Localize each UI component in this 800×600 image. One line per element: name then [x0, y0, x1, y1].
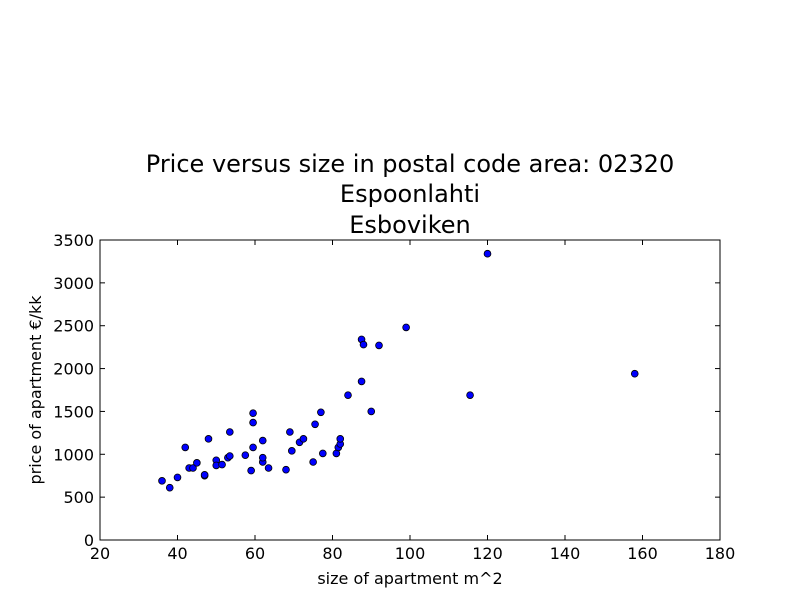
- scatter-point: [258, 436, 267, 445]
- x-tick-label: 60: [245, 544, 265, 563]
- scatter-point: [226, 428, 234, 436]
- scatter-point: [173, 473, 182, 482]
- scatter-point: [336, 435, 345, 443]
- scatter-point: [218, 460, 226, 469]
- scatter-point: [317, 408, 325, 417]
- scatter-point: [247, 466, 255, 475]
- scatter-point: [204, 435, 213, 443]
- scatter-point: [319, 449, 327, 458]
- y-tick-label: 0: [84, 531, 94, 550]
- x-axis-label: size of apartment m^2: [317, 569, 502, 588]
- scatter-point: [249, 409, 257, 417]
- scatter-point: [630, 369, 639, 378]
- y-tick-label: 1000: [53, 445, 94, 464]
- scatter-point: [241, 451, 250, 459]
- y-tick-label: 500: [63, 488, 94, 507]
- y-tick-label: 2500: [53, 317, 94, 336]
- scatter-point: [286, 428, 294, 436]
- x-tick-label: 140: [550, 544, 581, 563]
- scatter-point: [359, 340, 368, 349]
- scatter-point: [483, 249, 492, 258]
- scatter-point: [299, 435, 308, 443]
- scatter-point: [258, 453, 267, 462]
- chart-title-line-3: Esboviken: [349, 211, 470, 239]
- scatter-point: [158, 477, 166, 485]
- x-tick-label: 120: [472, 544, 503, 563]
- y-tick-label: 2000: [53, 360, 94, 379]
- plot-area: 20 40 60 80 100 120 140 160 180 0 500 1000 1500 2000 2…: [53, 231, 735, 563]
- scatter-point: [264, 464, 273, 472]
- scatter-point: [193, 459, 201, 467]
- scatter-point: [189, 464, 197, 472]
- y-tick-label: 3500: [53, 231, 94, 250]
- x-tick-label: 80: [322, 544, 342, 563]
- scatter-point: [165, 483, 174, 492]
- chart-title-line-1: Price versus size in postal code area: 0…: [146, 150, 674, 178]
- x-tick-label: 40: [167, 544, 187, 563]
- x-tick-label: 180: [705, 544, 736, 563]
- y-tick-label: 3000: [53, 274, 94, 293]
- y-axis-label: price of apartment €/kk: [26, 295, 45, 485]
- scatter-point: [288, 447, 296, 455]
- plot-frame: [99, 239, 721, 541]
- scatter-point: [249, 443, 257, 452]
- scatter-point: [466, 391, 474, 399]
- scatter-point: [309, 458, 317, 466]
- x-tick-label: 160: [627, 544, 658, 563]
- scatter-point: [200, 471, 209, 479]
- scatter-point: [344, 391, 352, 399]
- x-tick-label: 100: [395, 544, 426, 563]
- chart-title-line-2: Espoonlahti: [340, 180, 480, 208]
- scatter-point: [375, 341, 383, 350]
- scatter-point: [226, 452, 234, 460]
- scatter-point: [357, 377, 366, 386]
- scatter-point: [367, 407, 376, 416]
- scatter-point: [402, 323, 410, 332]
- scatter-point: [249, 418, 257, 427]
- scatter-point: [282, 465, 290, 474]
- scatter-point: [181, 443, 190, 452]
- x-tick-label: 20: [90, 544, 110, 563]
- y-tick-label: 1500: [53, 402, 94, 421]
- scatter-point: [311, 420, 319, 429]
